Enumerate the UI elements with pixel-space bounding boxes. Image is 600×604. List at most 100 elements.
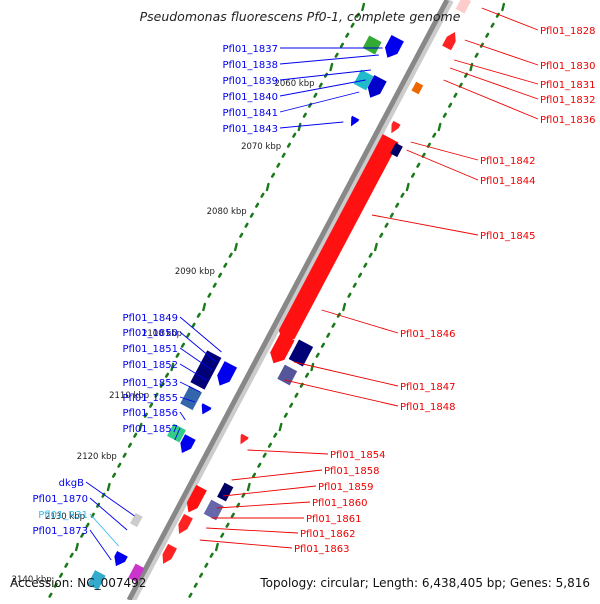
gc-dot bbox=[421, 152, 426, 158]
gene-pfl01-1870 bbox=[114, 551, 128, 567]
gc-dot bbox=[69, 552, 74, 558]
gc-dot bbox=[281, 152, 286, 158]
genome-backbone bbox=[126, 0, 454, 602]
gene-pfl01-1843 bbox=[350, 115, 360, 127]
gene-pfl01-1832 bbox=[411, 81, 424, 95]
gc-dot bbox=[257, 462, 262, 468]
gc-dot bbox=[490, 22, 495, 28]
gc-dot bbox=[485, 32, 490, 38]
left-connector bbox=[279, 121, 344, 129]
gene-pfl01-1854-shape bbox=[240, 433, 249, 445]
left-label: Pfl01_1850 bbox=[122, 328, 178, 339]
gene-pfl01-1856-shape bbox=[167, 423, 186, 443]
left-label: Pfl01_1856 bbox=[122, 408, 178, 419]
left-connector bbox=[179, 411, 186, 421]
right-label: Pfl01_1845 bbox=[480, 231, 536, 242]
left-label: Pfl01_1852 bbox=[122, 360, 178, 371]
left-connector bbox=[179, 363, 207, 381]
left-connector bbox=[179, 396, 196, 403]
gc-dot bbox=[48, 592, 53, 598]
gc-dot bbox=[501, 2, 506, 12]
gc-dot bbox=[214, 542, 219, 552]
gc-dot bbox=[297, 122, 302, 132]
gc-dot bbox=[53, 582, 58, 588]
gc-dot bbox=[251, 472, 257, 478]
left-connector bbox=[179, 331, 217, 363]
left-label: Pfl01_1851 bbox=[122, 344, 178, 355]
gc-dot bbox=[310, 362, 315, 372]
gc-dot bbox=[207, 292, 212, 298]
gene-pfl01-1838 bbox=[362, 35, 382, 55]
gc-dot bbox=[453, 92, 458, 98]
gc-dot bbox=[175, 352, 180, 358]
right-label: Pfl01_1863 bbox=[294, 544, 350, 555]
gc-dot bbox=[292, 132, 297, 138]
gc-dot bbox=[410, 172, 416, 178]
gc-dot bbox=[286, 142, 291, 148]
right-connector bbox=[464, 39, 539, 66]
kbp-scale: 2060 kbp 2070 kbp 2080 kbp 2090 kbp 2100 kbp… bbox=[12, 79, 315, 585]
gc-dot bbox=[217, 272, 223, 278]
gene-pfl01-1860-shape bbox=[203, 499, 224, 521]
left-connector bbox=[89, 529, 112, 561]
kbp-tick-label: 2120 kbp bbox=[77, 452, 117, 462]
left-label: Pfl01_1843 bbox=[222, 124, 278, 135]
gene-features bbox=[87, 0, 472, 590]
gene-pfl01-1837 bbox=[384, 35, 404, 58]
gc-dot bbox=[373, 242, 378, 252]
gene-pfl01-1837-shape bbox=[384, 35, 404, 58]
gc-dot bbox=[241, 492, 246, 498]
gene-pfl01-1870-shape bbox=[114, 551, 128, 567]
gene-pfl01-1841-shape bbox=[367, 75, 387, 98]
gc-dot bbox=[395, 202, 400, 208]
right-connector bbox=[223, 485, 317, 497]
kbp-tick-label: 2070 kbp bbox=[241, 142, 281, 152]
gene-pfl01-1847 bbox=[288, 339, 314, 367]
gc-dot bbox=[270, 172, 276, 178]
gene-pfl01-1852 bbox=[180, 385, 202, 411]
gc-dot bbox=[273, 432, 278, 438]
kbp-tick-label: 2100 kbp bbox=[142, 329, 182, 339]
gc-dot bbox=[416, 162, 421, 168]
gene-pfl01-1828-shape bbox=[455, 0, 472, 14]
gc-dot bbox=[379, 232, 384, 238]
gc-dot bbox=[294, 392, 299, 398]
gene-pfl01-1857 bbox=[180, 434, 196, 453]
gene-pfl01-1857-shape bbox=[180, 434, 196, 453]
gene-pfl01-1846 bbox=[270, 333, 295, 364]
left-connector bbox=[174, 427, 181, 441]
gc-dot bbox=[117, 462, 122, 468]
gc-dot bbox=[209, 552, 214, 558]
gc-dot bbox=[313, 92, 318, 98]
gc-dot bbox=[432, 132, 437, 138]
gene-pfl01-1841 bbox=[367, 75, 387, 98]
gene-pfl01-1849 bbox=[190, 350, 222, 390]
gene-pfl01-1863-shape bbox=[162, 543, 177, 564]
right-label: Pfl01_1858 bbox=[324, 466, 380, 477]
gc-dot bbox=[442, 112, 447, 118]
right-label: Pfl01_1854 bbox=[330, 450, 386, 461]
left-connector bbox=[279, 79, 366, 97]
left-label: Pfl01_1873 bbox=[32, 526, 88, 537]
left-label: Pfl01_1855 bbox=[122, 393, 178, 404]
gc-dot bbox=[111, 472, 117, 478]
right-connector bbox=[321, 309, 399, 334]
gc-dot bbox=[223, 262, 228, 268]
gc-dot bbox=[352, 282, 357, 288]
gc-dot bbox=[304, 372, 310, 378]
left-label: Pfl01_1857 bbox=[122, 424, 178, 435]
right-label: Pfl01_1847 bbox=[400, 382, 456, 393]
kbp-tick-label: 2080 kbp bbox=[207, 207, 247, 217]
gene-pfl01-1828 bbox=[455, 0, 472, 14]
gc-dot bbox=[267, 442, 272, 448]
gene-pfl01-1859 bbox=[217, 482, 234, 502]
gc-dot bbox=[389, 212, 394, 218]
right-label: Pfl01_1859 bbox=[318, 482, 374, 493]
gc-dot bbox=[249, 212, 254, 218]
right-connector bbox=[294, 361, 399, 387]
genome-summary-text: Topology: circular; Length: 6,438,405 bp… bbox=[260, 576, 590, 590]
gc-dot bbox=[202, 302, 207, 312]
right-label: Pfl01_1860 bbox=[312, 498, 368, 509]
gc-dot bbox=[265, 182, 270, 192]
gc-dot bbox=[159, 382, 164, 388]
